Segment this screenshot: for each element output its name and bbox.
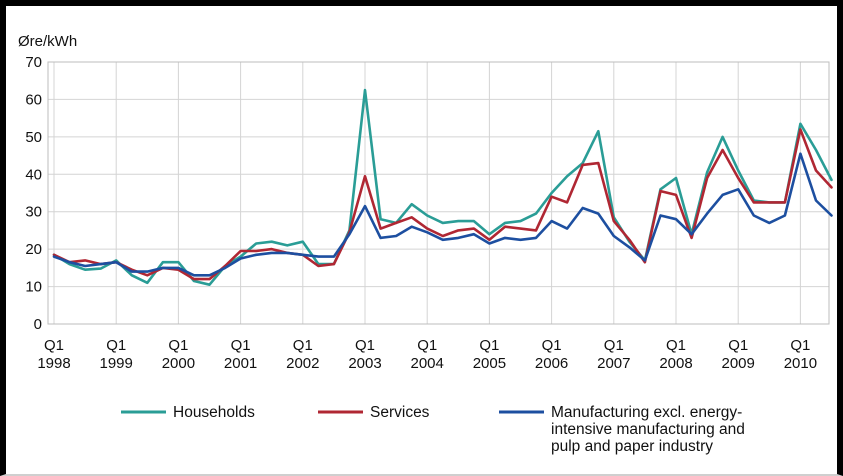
x-tick-quarter-label: Q1 — [355, 337, 375, 354]
y-tick-label: 50 — [25, 129, 42, 146]
x-tick-year-label: 2005 — [473, 355, 506, 372]
series-lines — [52, 88, 833, 287]
x-tick-quarter-label: Q1 — [106, 337, 126, 354]
y-tick-label: 20 — [25, 241, 42, 258]
y-tick-label: 30 — [25, 204, 42, 221]
y-axis-unit-label: Øre/kWh — [18, 33, 77, 50]
legend-label-1: Households — [173, 404, 255, 421]
x-tick-year-label: 2004 — [411, 355, 444, 372]
y-tick-label: 60 — [25, 91, 42, 108]
grid — [47, 61, 830, 325]
x-tick-year-label: 2000 — [162, 355, 195, 372]
x-tick-quarter-label: Q1 — [790, 337, 810, 354]
x-tick-year-label: 2003 — [348, 355, 381, 372]
x-tick-quarter-label: Q1 — [604, 337, 624, 354]
legend-label-3: Manufacturing excl. energy-intensive man… — [551, 404, 745, 455]
y-tick-label: 0 — [34, 316, 42, 333]
x-tick-year-label: 1999 — [100, 355, 133, 372]
x-tick-year-label: 2002 — [286, 355, 319, 372]
series-line-3 — [52, 152, 833, 277]
x-tick-year-label: 2009 — [722, 355, 755, 372]
plot-area-border — [47, 61, 830, 325]
y-axis-tick-labels: 0 10 20 30 40 50 60 70 — [25, 54, 42, 333]
x-axis-tick-labels: Q11998Q11999Q12000Q12001Q12002Q12003Q120… — [37, 337, 817, 372]
x-tick-year-label: 2006 — [535, 355, 568, 372]
series-line-1 — [52, 88, 833, 287]
x-tick-quarter-label: Q1 — [479, 337, 499, 354]
x-tick-quarter-label: Q1 — [728, 337, 748, 354]
x-tick-quarter-label: Q1 — [417, 337, 437, 354]
x-tick-year-label: 1998 — [37, 355, 70, 372]
x-tick-quarter-label: Q1 — [542, 337, 562, 354]
x-tick-year-label: 2010 — [784, 355, 817, 372]
x-tick-quarter-label: Q1 — [168, 337, 188, 354]
x-tick-quarter-label: Q1 — [293, 337, 313, 354]
x-tick-year-label: 2007 — [597, 355, 630, 372]
y-tick-label: 70 — [25, 54, 42, 71]
y-tick-label: 10 — [25, 279, 42, 296]
series-line-2 — [52, 128, 833, 281]
x-tick-year-label: 2008 — [659, 355, 692, 372]
x-tick-quarter-label: Q1 — [44, 337, 64, 354]
legend: Households Services Manufacturing excl. en… — [121, 404, 745, 455]
x-tick-year-label: 2001 — [224, 355, 257, 372]
x-tick-quarter-label: Q1 — [231, 337, 251, 354]
y-tick-label: 40 — [25, 166, 42, 183]
x-tick-quarter-label: Q1 — [666, 337, 686, 354]
legend-label-2: Services — [370, 404, 430, 421]
